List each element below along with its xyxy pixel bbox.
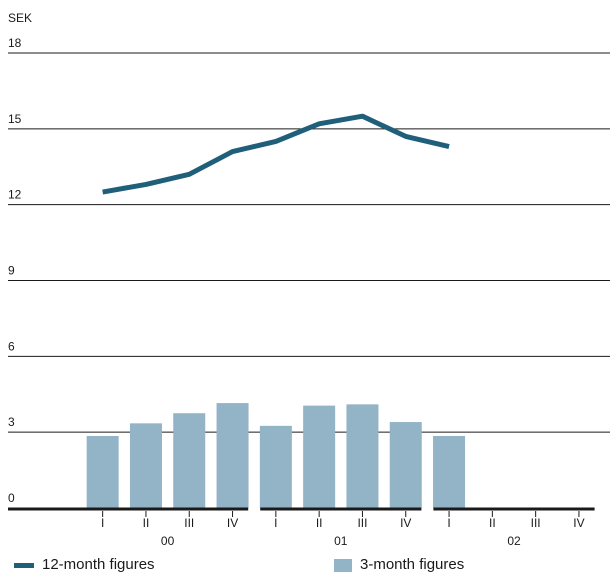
bar: [173, 413, 206, 508]
y-tick-label: 15: [8, 112, 22, 126]
y-tick-label: 3: [8, 415, 15, 429]
legend-bar-label: 3-month figures: [360, 556, 465, 573]
y-tick-label: 12: [8, 188, 22, 202]
x-axis: [8, 507, 595, 517]
bar: [433, 435, 466, 508]
x-quarter-label: II: [316, 516, 323, 530]
legend-item-bar: 3-month figures: [334, 556, 464, 574]
x-quarter-label: IV: [400, 516, 411, 530]
x-quarter-label: IV: [573, 516, 584, 530]
x-quarter-label: IV: [227, 516, 238, 530]
x-quarter-label: I: [447, 516, 450, 530]
x-quarter-label: III: [357, 516, 367, 530]
x-year-label: 00: [161, 534, 175, 548]
y-unit-label: SEK: [8, 11, 32, 25]
x-quarter-label: II: [143, 516, 150, 530]
bar: [216, 403, 249, 508]
y-tick-label: 6: [8, 339, 15, 353]
x-quarter-label: III: [184, 516, 194, 530]
x-quarter-label: III: [531, 516, 541, 530]
x-year-label: 02: [507, 534, 521, 548]
line-series: [102, 113, 450, 195]
x-year-label: 01: [334, 534, 348, 548]
y-tick-label: 18: [8, 36, 22, 50]
x-quarter-label: I: [101, 516, 104, 530]
legend-line-label: 12-month figures: [42, 556, 155, 573]
bar: [303, 405, 336, 508]
gridlines: [8, 52, 610, 433]
y-tick-label: 0: [8, 491, 15, 505]
legend-item-line: 12-month figures: [14, 556, 155, 574]
line-12-month: [102, 113, 450, 195]
x-quarter-label: I: [274, 516, 277, 530]
bar: [259, 425, 292, 508]
bar: [389, 422, 422, 508]
y-tick-label: 9: [8, 264, 15, 278]
x-quarter-label: II: [489, 516, 496, 530]
bar: [86, 435, 119, 508]
legend: 12-month figures 3-month figures: [0, 556, 612, 574]
legend-line-swatch: [14, 562, 34, 568]
bars: [86, 403, 466, 508]
legend-bar-swatch: [334, 558, 352, 572]
bar: [346, 404, 379, 508]
bar: [129, 423, 162, 508]
